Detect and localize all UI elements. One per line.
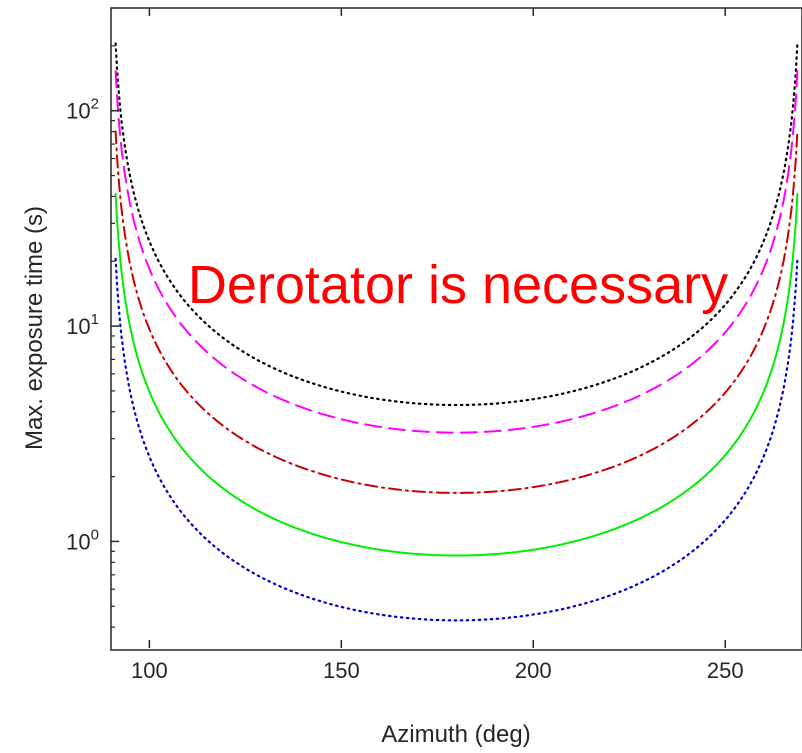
series-line-3 bbox=[114, 130, 799, 494]
x-axis-title: Azimuth (deg) bbox=[381, 721, 530, 748]
series-line-5 bbox=[114, 257, 799, 622]
annotation-derotator: Derotator is necessary bbox=[188, 255, 728, 315]
x-tick-label: 200 bbox=[515, 658, 552, 683]
x-tick-label: 100 bbox=[131, 658, 168, 683]
series-line-1 bbox=[114, 42, 799, 407]
y-tick-label: 100 bbox=[66, 526, 99, 554]
x-tick-label: 250 bbox=[707, 658, 744, 683]
series-line-2 bbox=[114, 70, 799, 434]
plot-area-frame bbox=[110, 7, 802, 651]
y-tick-label: 101 bbox=[66, 311, 99, 339]
series-layer bbox=[114, 42, 799, 622]
axis-ticks bbox=[111, 7, 726, 648]
x-tick-label: 150 bbox=[323, 658, 360, 683]
y-tick-label: 102 bbox=[66, 96, 99, 124]
series-line-4 bbox=[114, 193, 799, 557]
y-axis-title: Max. exposure time (s) bbox=[21, 206, 48, 450]
